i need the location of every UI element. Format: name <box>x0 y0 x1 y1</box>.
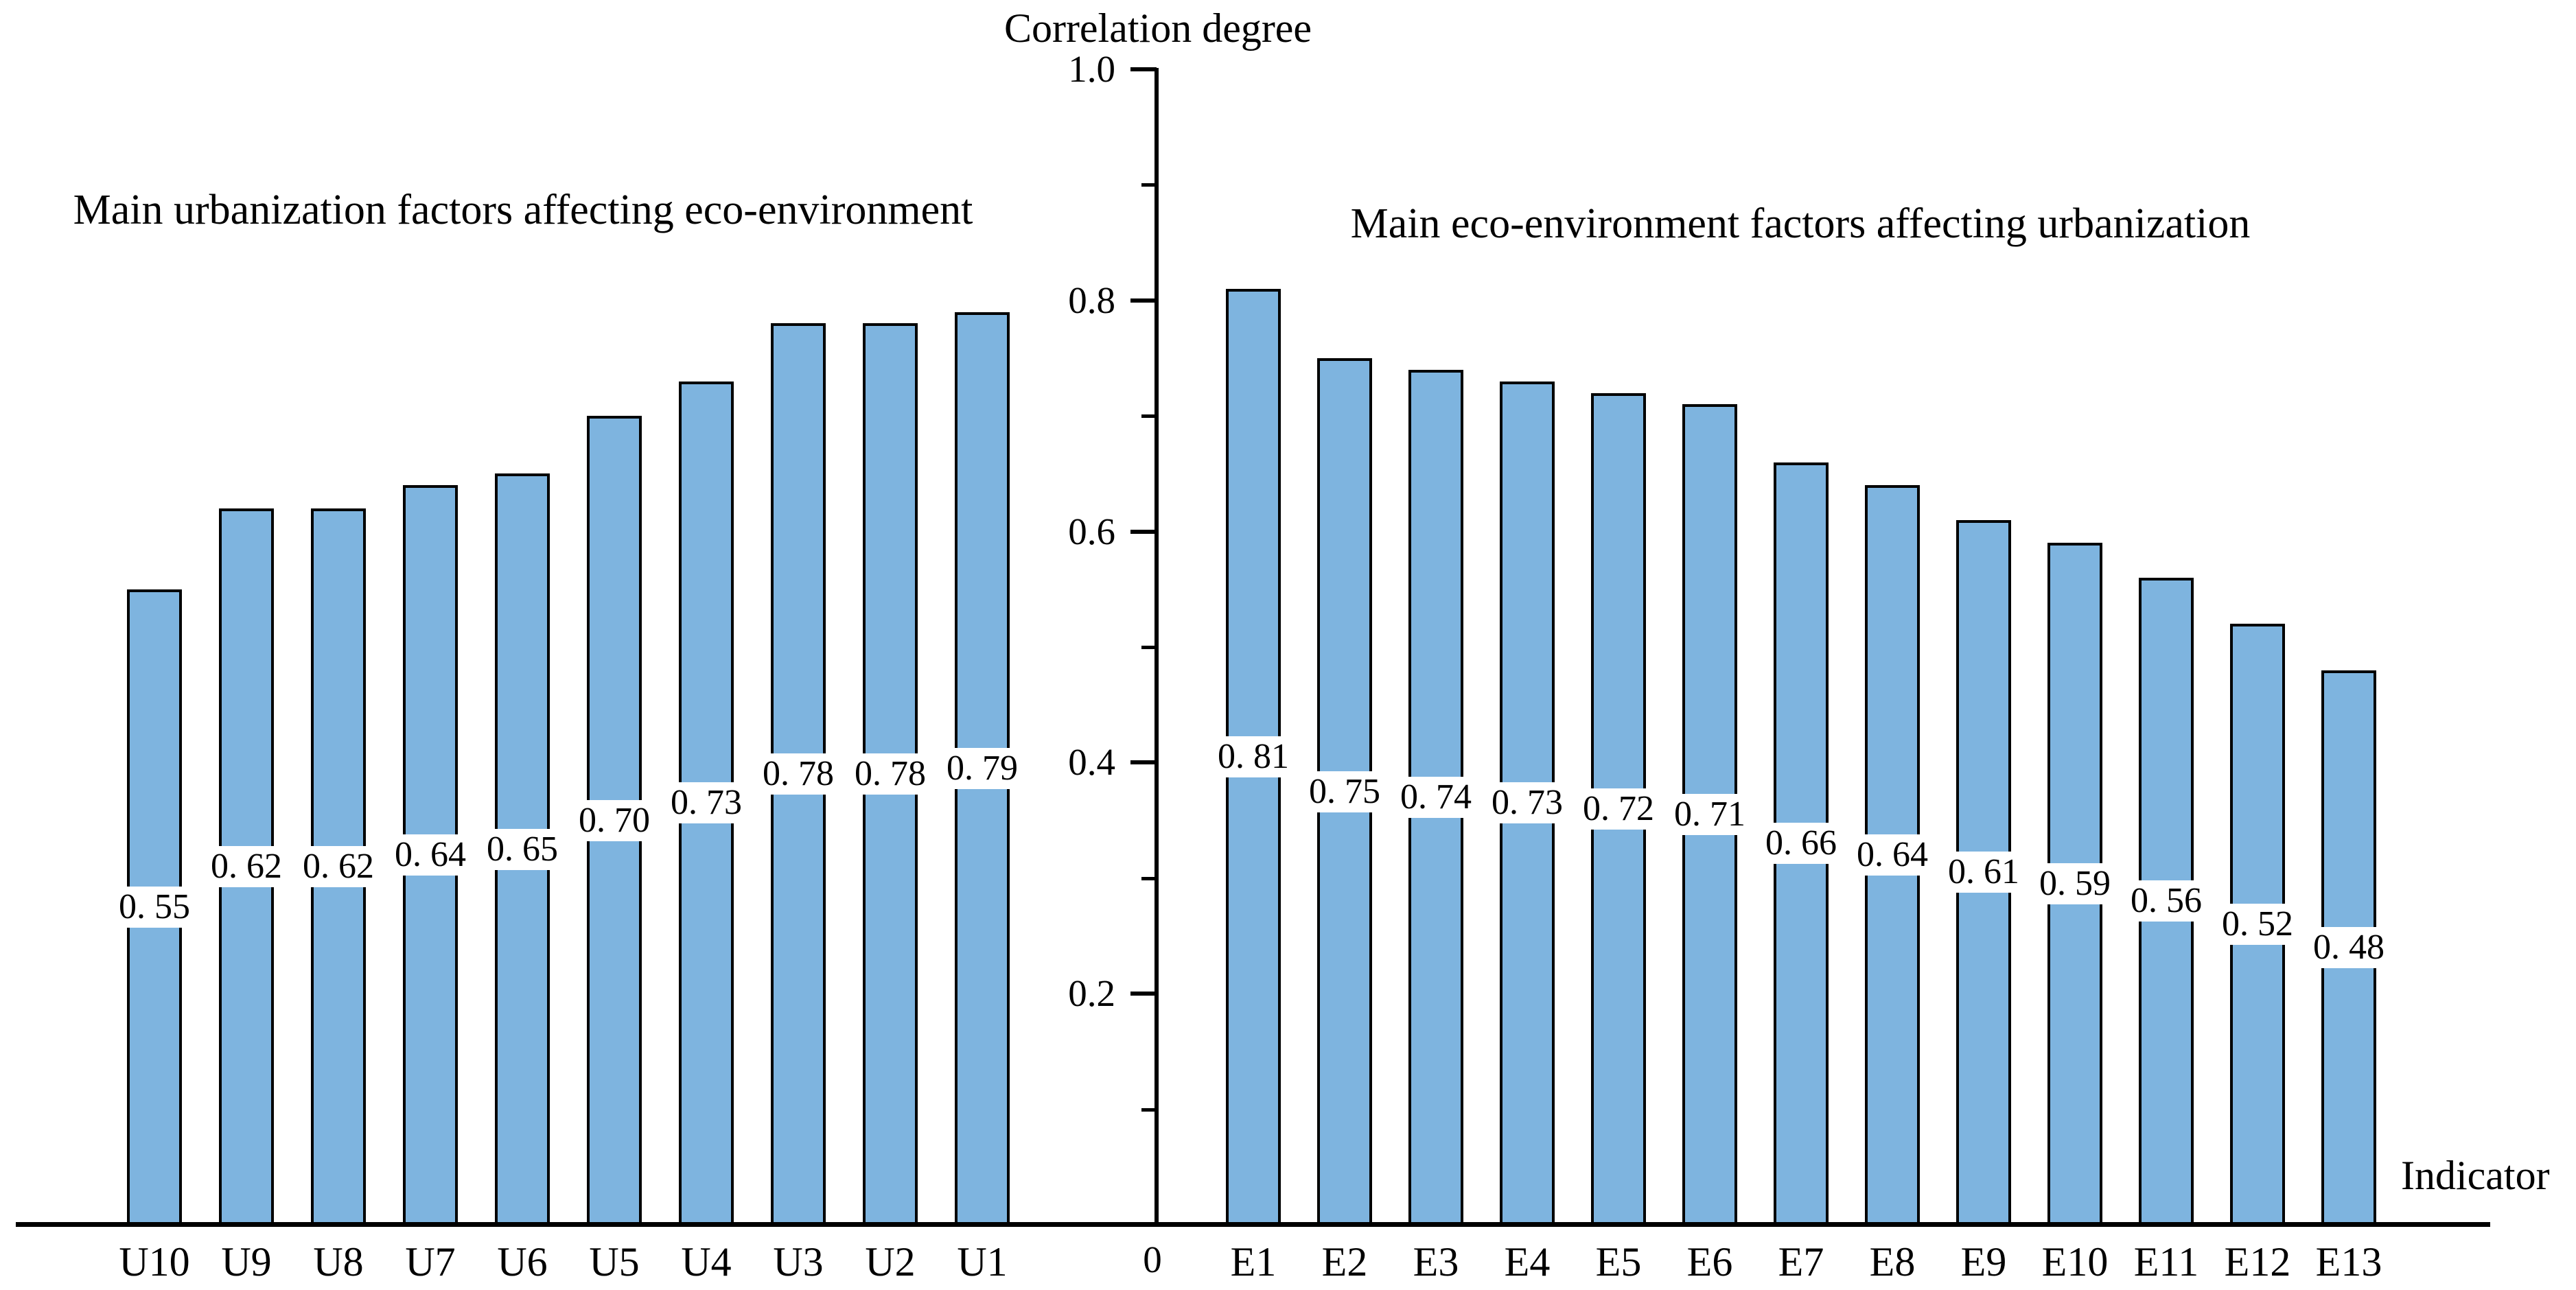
y-minor-tick-0.3 <box>1141 876 1157 880</box>
x-tick-label-E13: E13 <box>2315 1239 2382 1285</box>
x-tick-label-E1: E1 <box>1230 1239 1277 1285</box>
bar-value-label-E8: 0. 64 <box>1851 834 1934 876</box>
x-tick-label-U2: U2 <box>865 1239 916 1285</box>
bar-value-label-E3: 0. 74 <box>1395 776 1477 818</box>
bar-value-label-U5: 0. 70 <box>573 799 655 841</box>
bar-value-label-E2: 0. 75 <box>1303 771 1386 812</box>
bar-value-label-U9: 0. 62 <box>205 845 288 887</box>
x-tick-label-U1: U1 <box>957 1239 1008 1285</box>
bar-value-label-U1: 0. 79 <box>941 747 1023 789</box>
x-tick-label-U10: U10 <box>119 1239 190 1285</box>
x-axis-line <box>16 1222 2490 1227</box>
y-minor-tick-0.5 <box>1141 646 1157 649</box>
x-tick-label-E5: E5 <box>1595 1239 1642 1285</box>
y-axis-line <box>1154 68 1159 1227</box>
chart-title: Correlation degree <box>1003 5 1312 51</box>
y-major-tick-0.4 <box>1130 760 1157 765</box>
bar-value-label-U6: 0. 65 <box>481 828 564 870</box>
x-tick-label-E8: E8 <box>1869 1239 1916 1285</box>
y-tick-label-1: 1.0 <box>1068 48 1115 90</box>
bar-value-label-U7: 0. 64 <box>389 834 472 876</box>
y-minor-tick-0.7 <box>1141 414 1157 419</box>
origin-tick-label: 0 <box>1143 1239 1162 1280</box>
x-tick-label-E11: E11 <box>2133 1239 2199 1285</box>
x-tick-label-U3: U3 <box>773 1239 824 1285</box>
y-tick-label-0.2: 0.2 <box>1068 972 1115 1015</box>
left-panel-title: Main urbanization factors affecting eco-… <box>73 187 973 233</box>
right-panel-title: Main eco-environment factors affecting u… <box>1350 200 2251 247</box>
x-tick-label-U4: U4 <box>681 1239 732 1285</box>
bar-value-label-E7: 0. 66 <box>1760 823 1842 865</box>
y-major-tick-0.6 <box>1130 529 1157 534</box>
y-minor-tick-0.1 <box>1141 1107 1157 1112</box>
y-major-tick-0.2 <box>1130 992 1157 996</box>
bar-value-label-E9: 0. 61 <box>1942 852 2025 893</box>
x-tick-label-U8: U8 <box>313 1239 364 1285</box>
y-tick-label-0.6: 0.6 <box>1068 510 1115 552</box>
bar-value-label-E4: 0. 73 <box>1486 782 1568 824</box>
x-tick-label-E4: E4 <box>1504 1239 1551 1285</box>
y-major-tick-1 <box>1130 67 1157 71</box>
bar-value-label-E1: 0. 81 <box>1212 736 1295 777</box>
x-axis-title: Indicator <box>2401 1153 2550 1198</box>
x-tick-label-U6: U6 <box>497 1239 548 1285</box>
bar-value-label-E5: 0. 72 <box>1577 788 1660 830</box>
x-tick-label-U5: U5 <box>589 1239 640 1285</box>
x-tick-label-E2: E2 <box>1321 1239 1368 1285</box>
y-tick-label-0.8: 0.8 <box>1068 279 1115 321</box>
bar-value-label-E10: 0. 59 <box>2034 863 2116 905</box>
bar-value-label-E13: 0. 48 <box>2308 926 2390 968</box>
bar-value-label-U8: 0. 62 <box>297 845 380 887</box>
x-tick-label-E3: E3 <box>1413 1239 1459 1285</box>
bar-value-label-U3: 0. 78 <box>757 753 839 795</box>
x-tick-label-E9: E9 <box>1960 1239 2007 1285</box>
x-tick-label-U7: U7 <box>405 1239 456 1285</box>
bar-value-label-U2: 0. 78 <box>849 753 931 795</box>
x-tick-label-E12: E12 <box>2224 1239 2291 1285</box>
x-tick-label-E6: E6 <box>1686 1239 1733 1285</box>
bar-value-label-U4: 0. 73 <box>665 782 747 824</box>
bar-value-label-E11: 0. 56 <box>2125 880 2207 922</box>
bar-value-label-E12: 0. 52 <box>2216 904 2299 946</box>
y-tick-label-0.4: 0.4 <box>1068 741 1115 784</box>
y-major-tick-0.8 <box>1130 298 1157 303</box>
x-tick-label-U9: U9 <box>221 1239 272 1285</box>
x-tick-label-E7: E7 <box>1778 1239 1824 1285</box>
y-minor-tick-0.9 <box>1141 183 1157 187</box>
bar-value-label-E6: 0. 71 <box>1669 794 1751 836</box>
x-tick-label-E10: E10 <box>2041 1239 2109 1285</box>
bar-value-label-U10: 0. 55 <box>113 886 196 928</box>
